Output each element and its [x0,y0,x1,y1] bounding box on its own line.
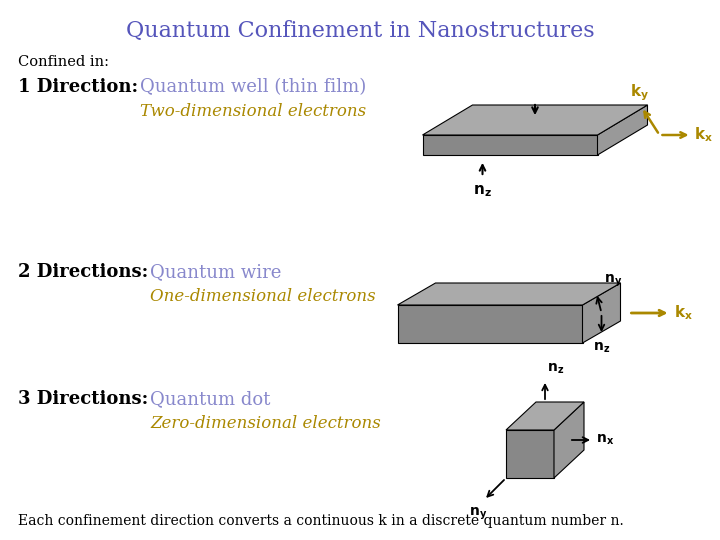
Text: $\mathbf{n_y}$: $\mathbf{n_y}$ [469,506,487,522]
Polygon shape [506,402,584,430]
Text: Quantum well (thin film): Quantum well (thin film) [140,78,366,96]
Text: $\mathbf{n_x}$: $\mathbf{n_x}$ [596,433,614,447]
Text: $\mathbf{n_y}$: $\mathbf{n_y}$ [603,273,622,289]
Text: 3 Directions:: 3 Directions: [18,390,148,408]
Text: Zero-dimensional electrons: Zero-dimensional electrons [150,415,381,432]
Text: $\mathbf{k_x}$: $\mathbf{k_x}$ [695,126,714,144]
Polygon shape [582,283,621,343]
Text: $\mathbf{k_y}$: $\mathbf{k_y}$ [630,83,649,103]
Text: $\mathbf{n_z}$: $\mathbf{n_z}$ [547,362,564,376]
Polygon shape [554,402,584,478]
Polygon shape [423,135,598,155]
Text: Quantum wire: Quantum wire [150,263,282,281]
Text: One-dimensional electrons: One-dimensional electrons [150,288,376,305]
Text: 2 Directions:: 2 Directions: [18,263,148,281]
Text: Quantum Confinement in Nanostructures: Quantum Confinement in Nanostructures [126,20,594,42]
Polygon shape [506,430,554,478]
Text: Each confinement direction converts a continuous k in a discrete quantum number : Each confinement direction converts a co… [18,514,624,528]
Text: Two-dimensional electrons: Two-dimensional electrons [140,103,366,120]
Text: $\mathbf{n_z}$: $\mathbf{n_z}$ [593,341,610,355]
Text: $\mathbf{k_x}$: $\mathbf{k_x}$ [675,303,693,322]
Text: 1 Direction:: 1 Direction: [18,78,138,96]
Polygon shape [397,305,582,343]
Polygon shape [423,105,647,135]
Text: Confined in:: Confined in: [18,55,109,69]
Polygon shape [598,105,647,155]
Text: $\mathbf{n_z}$: $\mathbf{n_z}$ [473,183,492,199]
Text: Quantum dot: Quantum dot [150,390,271,408]
Polygon shape [397,283,621,305]
